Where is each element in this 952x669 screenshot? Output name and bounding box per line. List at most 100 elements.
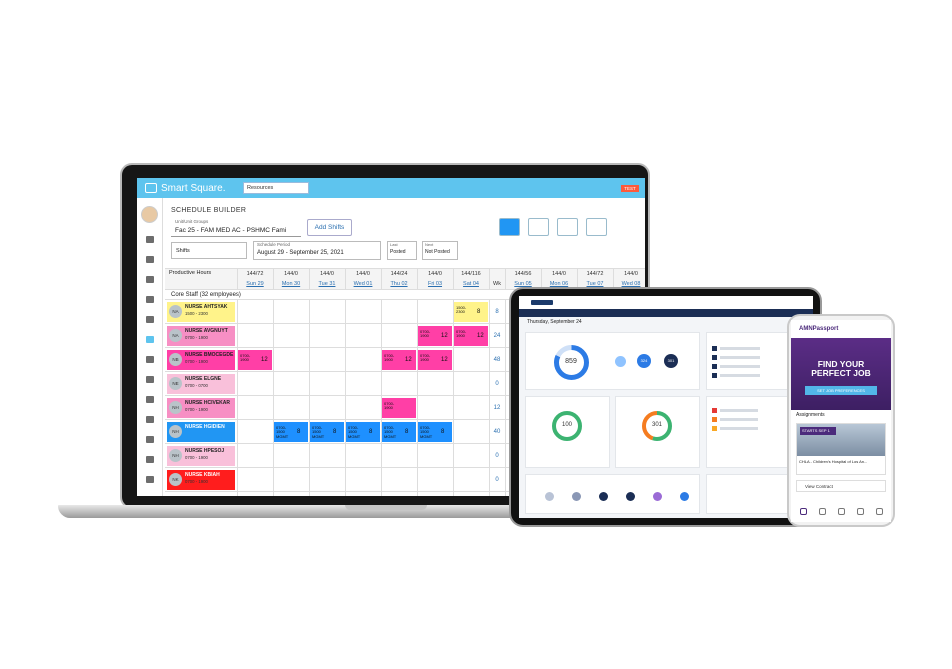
initials: NA [169, 305, 182, 318]
nav-icon [146, 456, 154, 463]
tool-button [557, 218, 578, 236]
nav-icon [146, 416, 154, 423]
week-hours: 24 [493, 333, 501, 339]
employee-name: NURSE AHTSYAK [185, 304, 228, 310]
test-badge: TEST [621, 185, 639, 192]
week-hours: 40 [493, 429, 501, 435]
add-shifts: Add Shifts [307, 219, 352, 236]
productive-hours: Productive Hours [169, 270, 212, 276]
next-label: Next [425, 242, 434, 247]
shift-hours: 8 [405, 429, 409, 435]
sidebar [137, 198, 163, 496]
col-day: Sat 04 [463, 281, 479, 287]
shift-time: 0700-1900 [456, 329, 467, 339]
dot [680, 492, 689, 501]
nav-icon [146, 336, 154, 343]
laptop-notch [345, 505, 427, 510]
shift [346, 422, 380, 442]
employee-time: 0700 - 1900 [185, 359, 208, 364]
col-day: Wed 08 [621, 281, 641, 287]
week-hours: 0 [495, 477, 499, 483]
small-circle [615, 356, 626, 367]
nav-icon [146, 296, 154, 303]
card [525, 474, 700, 514]
col-hours: 144/24 [390, 271, 408, 277]
shift-hours: 12 [441, 357, 448, 363]
col-day: Mon 30 [281, 281, 301, 287]
list-bar [720, 409, 758, 412]
row-line [165, 323, 645, 324]
row-line [165, 347, 645, 348]
phone-nav-icon [819, 508, 826, 515]
nav-icon [146, 316, 154, 323]
initials: NE [169, 377, 182, 390]
col-hours: 144/72 [586, 271, 604, 277]
list-bar [720, 374, 760, 377]
total-ring [553, 344, 589, 380]
list-bar [720, 356, 760, 359]
shift-time: 0700-1500 MGMT [276, 425, 289, 439]
nav-icon [146, 236, 154, 243]
employee-label [167, 470, 235, 490]
col-day: Fri 03 [427, 281, 443, 287]
shift [274, 422, 308, 442]
shift-hours: 8 [297, 429, 301, 435]
group-row [165, 290, 645, 300]
tool-button [528, 218, 549, 236]
list-icon [712, 417, 717, 422]
tool-button [586, 218, 607, 236]
shift [382, 422, 416, 442]
shift-hours: 8 [477, 309, 481, 315]
ring-value: 301 [651, 422, 662, 428]
submitted-ring [552, 411, 582, 441]
col-line [489, 268, 490, 496]
ring-value: 859 [565, 357, 577, 365]
phone-nav-icon [857, 508, 864, 515]
col-day: Tue 07 [586, 281, 604, 287]
card [525, 396, 610, 468]
col-hours: 144/0 [552, 271, 566, 277]
initials: NB [169, 353, 182, 366]
col-line [505, 268, 506, 496]
tablet-nav [519, 309, 813, 317]
col-line [381, 268, 382, 496]
dot [572, 492, 581, 501]
employee-label [167, 398, 235, 418]
shift [382, 398, 416, 418]
nav-icon [146, 276, 154, 283]
shift-time: 0700-1500 MGMT [312, 425, 325, 439]
col-hours: 144/0 [624, 271, 638, 277]
col-hours: 144/0 [284, 271, 298, 277]
tablet-screen: Thursday, September 24 859 324 301 100 301 [519, 296, 813, 518]
shift [418, 350, 452, 370]
small-circle: 324 [637, 354, 651, 368]
brand: Smart Square. [161, 183, 226, 194]
col-hours: 144/72 [246, 271, 264, 277]
col-day: Wed 01 [353, 281, 373, 287]
phone-action: View Contract [796, 480, 886, 492]
employee-label [167, 422, 235, 442]
next-box [422, 241, 458, 260]
last-box [387, 241, 417, 260]
tool-button [499, 218, 520, 236]
ring-value: 100 [561, 422, 572, 428]
shift-hours: 8 [441, 429, 445, 435]
col-hours: 144/116 [461, 271, 481, 277]
row-line [165, 443, 645, 444]
nav-icon [146, 436, 154, 443]
shift-time: 0700-1900 [420, 329, 431, 339]
shifts-select: Shifts [171, 242, 247, 259]
shift-hours: 8 [369, 429, 373, 435]
list-icon [712, 426, 717, 431]
col-line [273, 268, 274, 496]
shift [454, 302, 488, 322]
shift [454, 326, 488, 346]
dot [626, 492, 635, 501]
shift-hours: 12 [441, 333, 448, 339]
nav-icon [146, 476, 154, 483]
dot [545, 492, 554, 501]
employee-name: NURSE HGIDIEN [185, 424, 225, 430]
col-day: Mon 06 [549, 281, 569, 287]
employee-label [167, 326, 235, 346]
initials: NA [169, 329, 182, 342]
